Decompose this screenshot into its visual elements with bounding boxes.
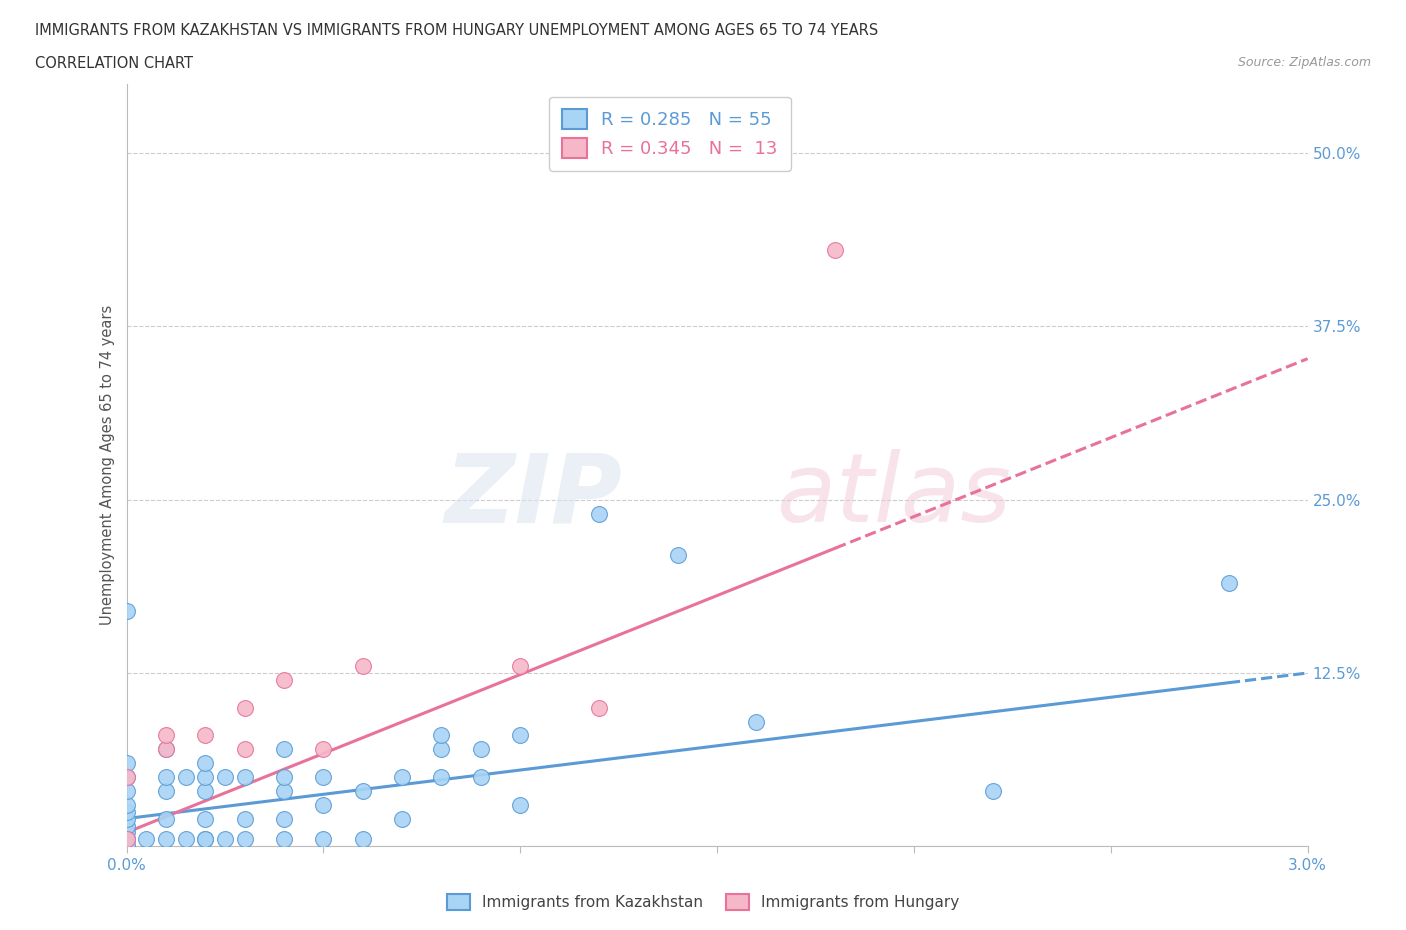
Point (312, 797, 335, 812)
Point (824, 243, 846, 258)
Point (233, 811, 256, 826)
Point (155, 832, 177, 847)
Text: CORRELATION CHART: CORRELATION CHART (35, 56, 193, 71)
Point (352, 783, 374, 798)
Point (115, 797, 138, 812)
Point (115, 825, 138, 840)
Point (391, 811, 413, 826)
Text: Source: ZipAtlas.com: Source: ZipAtlas.com (1237, 56, 1371, 69)
Point (430, 742, 453, 757)
Point (509, 658, 531, 673)
Text: IMMIGRANTS FROM KAZAKHSTAN VS IMMIGRANTS FROM HUNGARY UNEMPLOYMENT AMONG AGES 65: IMMIGRANTS FROM KAZAKHSTAN VS IMMIGRANTS… (35, 23, 879, 38)
Point (174, 769, 197, 784)
Point (115, 838, 138, 853)
Point (155, 811, 177, 826)
Point (174, 832, 197, 847)
Point (115, 756, 138, 771)
Point (115, 832, 138, 847)
Point (273, 783, 295, 798)
Point (155, 742, 177, 757)
Point (588, 506, 610, 521)
Point (470, 769, 492, 784)
Point (214, 832, 236, 847)
Point (115, 818, 138, 833)
Point (155, 769, 177, 784)
Point (115, 769, 138, 784)
Point (430, 728, 453, 743)
Point (233, 769, 256, 784)
Point (666, 548, 689, 563)
Point (135, 832, 157, 847)
Point (352, 832, 374, 847)
Point (233, 742, 256, 757)
Point (233, 700, 256, 715)
Point (233, 832, 256, 847)
Point (194, 756, 217, 771)
Legend: R = 0.285   N = 55, R = 0.345   N =  13: R = 0.285 N = 55, R = 0.345 N = 13 (550, 97, 790, 170)
Point (273, 811, 295, 826)
Point (509, 797, 531, 812)
Point (155, 742, 177, 757)
Point (115, 604, 138, 618)
Point (115, 832, 138, 847)
Point (194, 728, 217, 743)
Point (115, 769, 138, 784)
Text: atlas: atlas (776, 449, 1011, 542)
Point (312, 742, 335, 757)
Point (312, 769, 335, 784)
Legend: Immigrants from Kazakhstan, Immigrants from Hungary: Immigrants from Kazakhstan, Immigrants f… (439, 886, 967, 918)
Point (273, 742, 295, 757)
Point (194, 832, 217, 847)
Point (194, 769, 217, 784)
Y-axis label: Unemployment Among Ages 65 to 74 years: Unemployment Among Ages 65 to 74 years (100, 305, 115, 625)
Point (115, 811, 138, 826)
Point (155, 783, 177, 798)
Point (588, 700, 610, 715)
Point (115, 783, 138, 798)
Point (273, 672, 295, 687)
Point (155, 728, 177, 743)
Point (981, 783, 1004, 798)
Point (430, 769, 453, 784)
Point (214, 769, 236, 784)
Point (352, 658, 374, 673)
Point (194, 832, 217, 847)
Point (194, 811, 217, 826)
Point (312, 832, 335, 847)
Point (1218, 576, 1240, 591)
Point (115, 832, 138, 847)
Text: ZIP: ZIP (444, 449, 623, 542)
Point (509, 728, 531, 743)
Point (115, 804, 138, 819)
Point (273, 769, 295, 784)
Point (273, 832, 295, 847)
Point (391, 769, 413, 784)
Point (745, 714, 768, 729)
Point (470, 742, 492, 757)
Point (194, 783, 217, 798)
